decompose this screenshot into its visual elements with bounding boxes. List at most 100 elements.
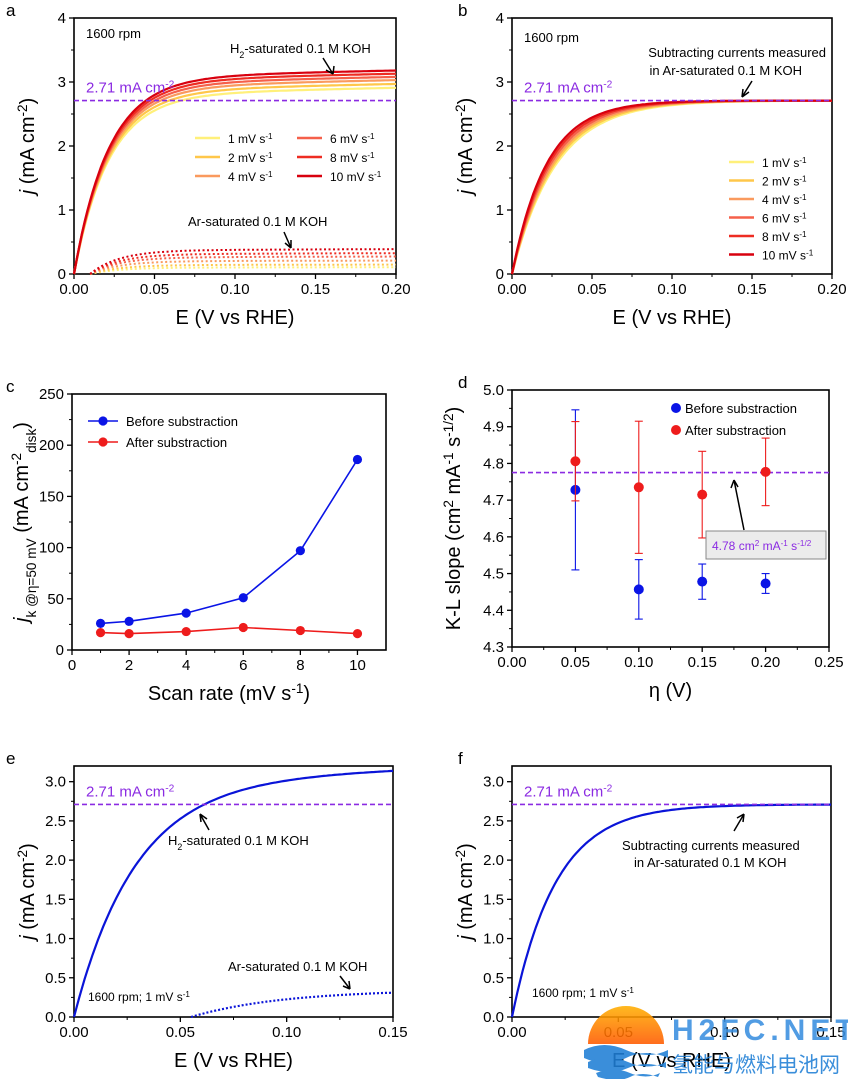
conditions-label: 1600 rpm; 1 mV s-1 xyxy=(88,990,190,1005)
series-line xyxy=(72,72,397,275)
y-tick-label: 1 xyxy=(58,202,66,219)
x-tick-label: 0.05 xyxy=(140,281,169,298)
annotation-label-part: 2 xyxy=(755,539,760,548)
watermark-chinese: 氢能与燃料电池网 xyxy=(672,1054,840,1077)
data-point xyxy=(633,482,644,493)
data-point xyxy=(238,622,248,633)
legend-label-part: 1 mV s xyxy=(762,156,799,170)
data-point xyxy=(124,616,134,626)
y-tick-label: 4 xyxy=(496,10,504,27)
x-tick-label: 4 xyxy=(182,657,190,674)
y-tick-label: 2.5 xyxy=(45,813,66,830)
y-tick-label: 4.8 xyxy=(483,455,504,472)
y-tick-label: 4.9 xyxy=(483,419,504,436)
x-tick-label: 0.20 xyxy=(817,281,846,298)
y-axis-title-part: K-L slope (cm xyxy=(443,508,465,631)
x-tick-label: 0 xyxy=(68,657,76,674)
x-tick-label: 0.00 xyxy=(497,281,526,298)
data-point xyxy=(95,627,106,638)
legend-label: 1 mV s-1 xyxy=(228,132,273,147)
y-tick-label: 4.5 xyxy=(483,566,504,583)
data-point xyxy=(570,456,581,467)
rpm-label: 1600 rpm xyxy=(524,30,579,45)
x-tick-label: 0.00 xyxy=(497,1024,526,1041)
legend-label-part: -1 xyxy=(265,132,273,141)
y-axis-title: j (mA cm-2) xyxy=(15,98,40,198)
ar-label: Ar-saturated 0.1 M KOH xyxy=(188,214,327,229)
panel-e: 0.00 0.05 0.10 0.15 0.0 0.5 1.0 1.5 2.0 2.5 3.0 e j … xyxy=(6,749,408,1072)
annotation-label: 4.78 cm2 mA-1 s-1/2 xyxy=(712,539,812,554)
legend-label-part: -1 xyxy=(799,193,807,202)
legend-label-part: 6 mV s xyxy=(330,132,367,146)
x-tick-label: 0.00 xyxy=(59,281,88,298)
legend-label: 6 mV s-1 xyxy=(330,132,375,147)
annotation-label-part: -1 xyxy=(781,539,789,548)
panel-letter: d xyxy=(458,373,467,392)
y-axis-title-part: -2 xyxy=(453,104,468,116)
x-tick-label: 0.00 xyxy=(497,654,526,671)
y-tick-label: 100 xyxy=(39,540,64,557)
y-tick-label: 4.7 xyxy=(483,492,504,509)
y-tick-label: 0 xyxy=(56,642,64,659)
watermark-logo: H2FC.NET 氢能与燃料电池网 xyxy=(584,1006,851,1080)
series-line xyxy=(72,82,397,275)
plot-frame xyxy=(71,393,387,651)
legend-label-part: -1 xyxy=(374,170,382,179)
x-tick-label: 0.10 xyxy=(220,281,249,298)
rpm-label: 1600 rpm xyxy=(86,26,141,41)
data-point xyxy=(124,629,134,639)
y-axis-title-part: j xyxy=(455,935,477,943)
y-tick-label: 2 xyxy=(58,138,66,155)
legend-label: After substraction xyxy=(685,423,786,438)
h2-arrow xyxy=(322,57,335,75)
series-line xyxy=(72,79,397,275)
reference-label-part: -2 xyxy=(165,783,174,794)
legend-label-part: -1 xyxy=(265,151,273,160)
panel-letter: b xyxy=(458,1,467,20)
annotation-arrow xyxy=(730,479,745,531)
reference-label: 2.71 mA cm-2 xyxy=(86,783,175,801)
y-axis-title-part: j xyxy=(17,935,39,943)
panel-d: 0.00 0.05 0.10 0.15 0.20 0.25 4.3 4.4 4.5 4.6 4.7 4… xyxy=(441,373,844,702)
legend-label-part: 2 mV s xyxy=(228,151,265,165)
x-tick-label: 0.20 xyxy=(751,654,780,671)
y-axis-title-part: ) xyxy=(455,98,477,105)
y-axis-title-part: -2 xyxy=(15,850,30,862)
legend-label: Before substraction xyxy=(126,414,238,429)
x-tick-label: 0.15 xyxy=(737,281,766,298)
y-axis-title-part: (mA cm xyxy=(455,116,477,189)
x-tick-label: 0.00 xyxy=(59,1024,88,1041)
x-axis-title-part: Scan rate (mV s xyxy=(148,683,291,705)
h2-label-part: H xyxy=(168,833,177,848)
legend-label: 10 mV s-1 xyxy=(330,170,382,185)
y-axis-title-part: -2 xyxy=(15,104,30,116)
y-axis-title-part: -1/2 xyxy=(441,413,456,436)
series-line xyxy=(100,459,359,625)
y-tick-label: 4.4 xyxy=(483,602,504,619)
legend-label: Before substraction xyxy=(685,401,797,416)
legend-label-part: 4 mV s xyxy=(228,170,265,184)
y-tick-label: 1.5 xyxy=(45,891,66,908)
legend-label-part: 2 mV s xyxy=(762,175,799,189)
annotation-line-1: Subtracting currents measured xyxy=(622,838,800,853)
reference-label-part: -2 xyxy=(165,79,174,90)
y-tick-label: 4.6 xyxy=(483,529,504,546)
legend-label-part: -1 xyxy=(367,151,375,160)
y-tick-label: 1 xyxy=(496,202,504,219)
data-point xyxy=(633,584,644,595)
annotation-arrow xyxy=(733,813,745,832)
y-axis-title-part: ) xyxy=(455,843,477,850)
reference-label-part: 2.71 mA cm xyxy=(524,783,603,800)
x-tick-label: 0.20 xyxy=(381,281,410,298)
x-tick-label: 0.05 xyxy=(166,1024,195,1041)
y-tick-label: 3 xyxy=(496,74,504,91)
ar-series-line xyxy=(89,259,396,275)
y-axis-title-part: j xyxy=(11,617,33,625)
x-tick-label: 8 xyxy=(296,657,304,674)
legend-label: 8 mV s-1 xyxy=(330,151,375,166)
legend-label-part: -1 xyxy=(265,170,273,179)
x-axis-title: E (V vs RHE) xyxy=(613,307,732,329)
ar-series-line xyxy=(190,991,394,1019)
watermark: H2FC.NET 氢能与燃料电池网 xyxy=(580,1000,851,1080)
